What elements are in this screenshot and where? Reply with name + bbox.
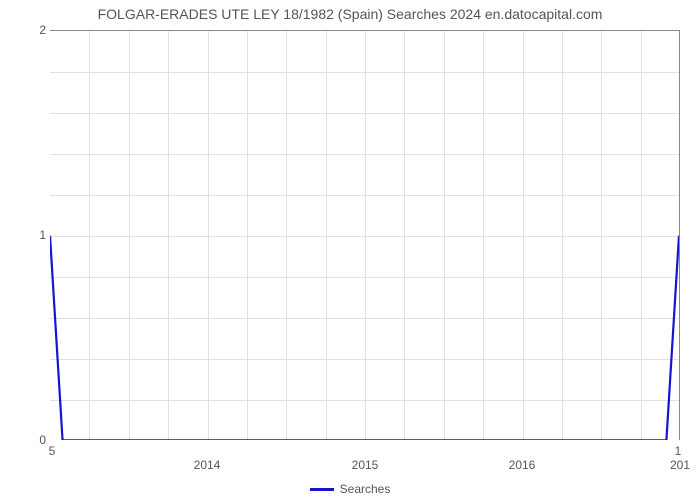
x-tick-label: 2015 <box>352 458 379 472</box>
x-tick-max-label: 201 <box>670 458 690 472</box>
line-chart: FOLGAR-ERADES UTE LEY 18/1982 (Spain) Se… <box>0 0 700 500</box>
legend-label: Searches <box>340 482 391 496</box>
legend-swatch <box>310 488 334 491</box>
y-tick-label: 0 <box>30 433 46 447</box>
x-tick-label: 2016 <box>509 458 536 472</box>
plot-area <box>50 30 680 440</box>
x-top-edge-value: 5 <box>49 444 56 458</box>
chart-legend: Searches <box>0 482 700 496</box>
x-top-edge-value: 1 <box>675 444 682 458</box>
series-line <box>50 31 679 440</box>
x-tick-label: 2014 <box>194 458 221 472</box>
chart-title: FOLGAR-ERADES UTE LEY 18/1982 (Spain) Se… <box>0 6 700 22</box>
y-tick-label: 2 <box>30 23 46 37</box>
y-tick-label: 1 <box>30 228 46 242</box>
